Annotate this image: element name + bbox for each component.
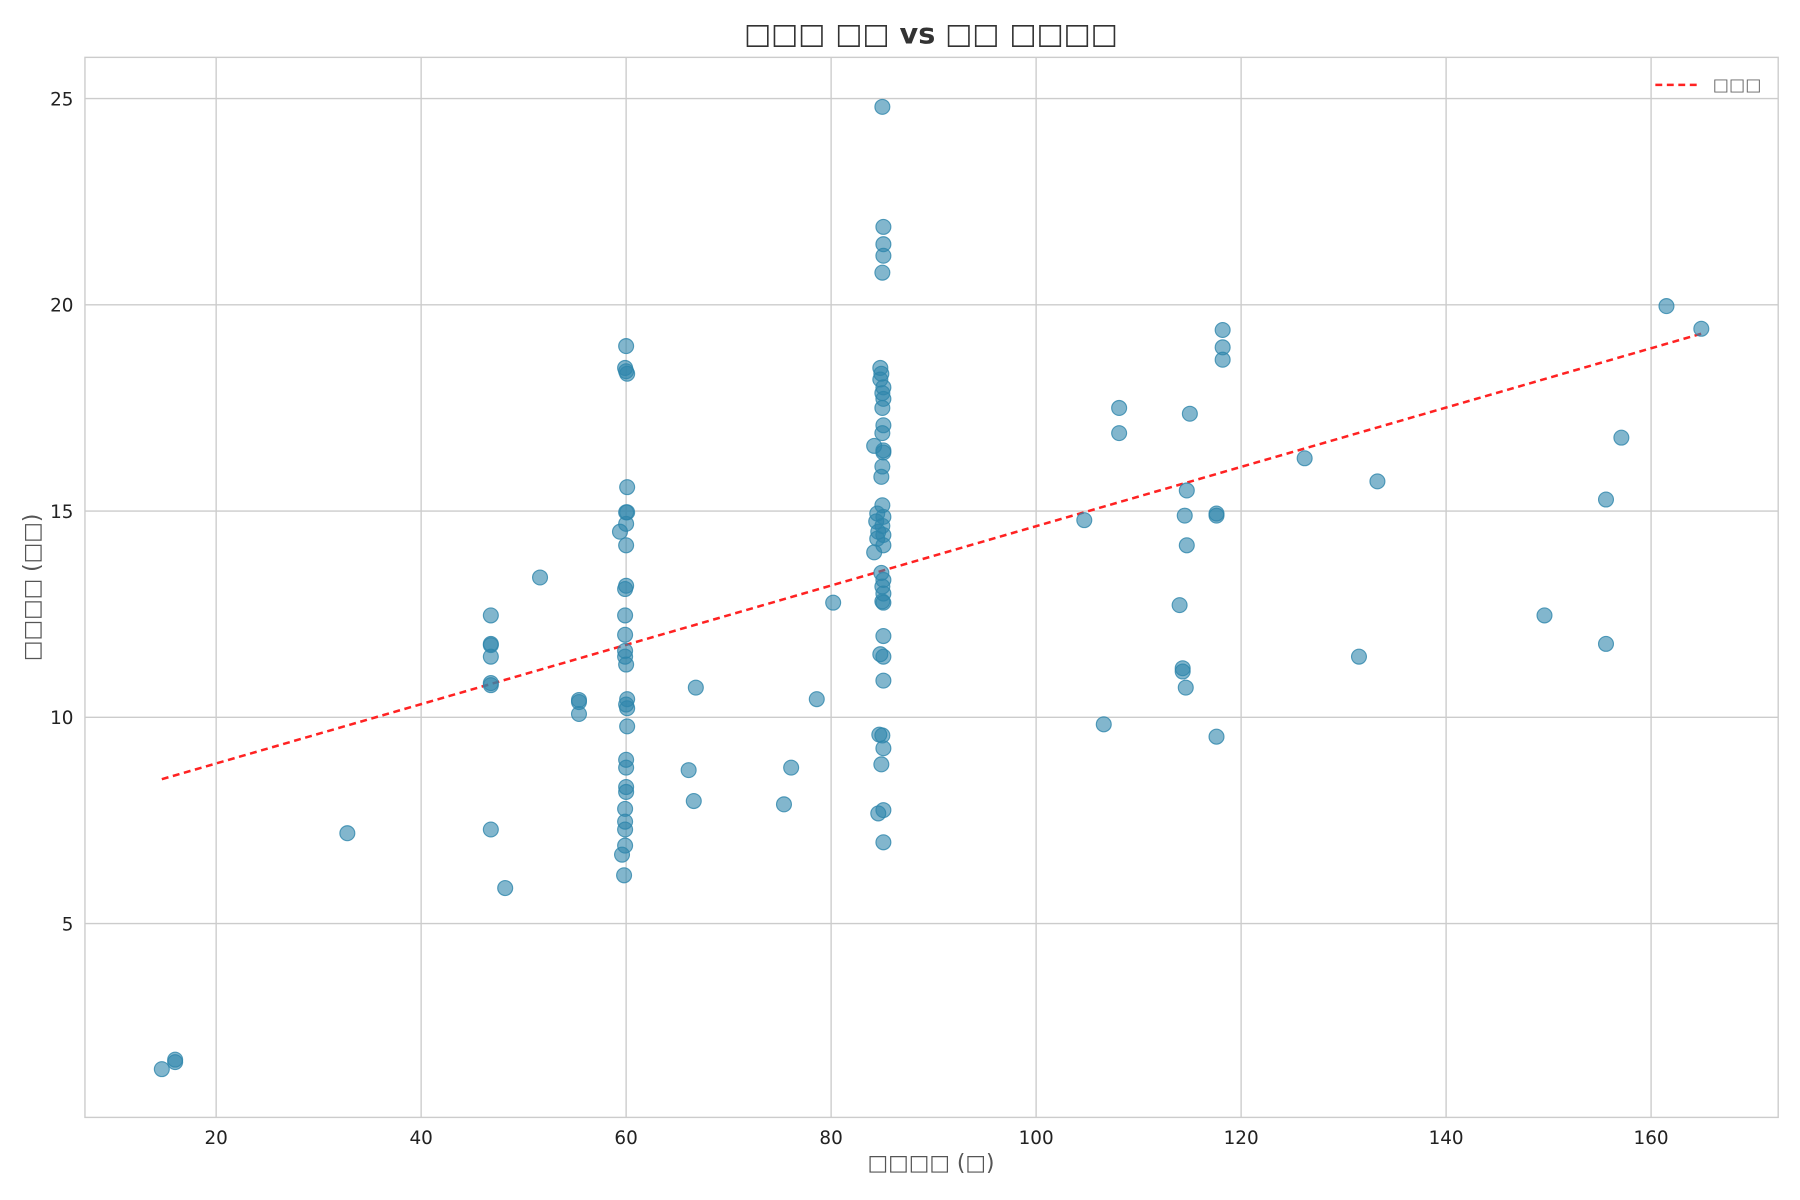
data-point xyxy=(685,793,702,810)
data-point xyxy=(1208,728,1225,745)
data-point xyxy=(680,762,697,779)
x-tick-label: 100 xyxy=(1019,1128,1054,1149)
data-points xyxy=(153,98,1710,1078)
data-point xyxy=(613,846,631,863)
data-point xyxy=(570,705,588,723)
data-point xyxy=(619,700,636,717)
data-point xyxy=(875,594,892,611)
data-point xyxy=(1214,321,1231,339)
y-tick-label: 5 xyxy=(62,914,74,935)
data-point xyxy=(1214,351,1231,368)
x-tick-label: 20 xyxy=(204,1128,227,1149)
data-point xyxy=(874,425,891,442)
data-point xyxy=(775,796,793,813)
data-point xyxy=(1536,607,1553,624)
data-point xyxy=(167,1051,184,1068)
data-point xyxy=(1076,512,1093,529)
trend-line-segment xyxy=(161,332,1702,781)
data-point xyxy=(875,648,892,665)
data-point xyxy=(482,607,499,624)
data-point xyxy=(1296,450,1313,467)
data-point xyxy=(617,607,634,624)
data-point xyxy=(617,580,634,598)
data-point xyxy=(482,677,499,694)
data-point xyxy=(874,264,891,281)
x-tick-label: 40 xyxy=(409,1128,432,1149)
data-point xyxy=(1350,648,1368,665)
data-point xyxy=(875,247,892,264)
data-point xyxy=(1171,597,1188,614)
y-tick-label: 20 xyxy=(50,296,73,317)
x-axis-label: □□□□ (□) xyxy=(868,1151,995,1176)
axis-ticks: 20 40 60 80 100 120 140 160 5 10 15 20 25 xyxy=(50,89,1669,1148)
data-point xyxy=(1208,507,1225,524)
data-point xyxy=(825,594,842,611)
data-point xyxy=(1613,429,1630,446)
data-point xyxy=(687,679,704,696)
data-point xyxy=(875,834,892,851)
data-point xyxy=(616,867,633,884)
data-point xyxy=(1658,298,1675,315)
grid xyxy=(84,57,1779,1118)
data-point xyxy=(1181,405,1198,422)
data-point xyxy=(866,544,883,561)
data-point xyxy=(1111,425,1128,442)
data-point xyxy=(1177,679,1194,696)
data-point xyxy=(618,537,635,554)
data-point xyxy=(783,759,800,776)
data-point xyxy=(618,656,635,673)
data-point xyxy=(808,691,825,708)
data-point xyxy=(1095,716,1112,733)
data-point xyxy=(482,821,499,838)
data-point xyxy=(1178,537,1195,554)
data-point xyxy=(531,569,549,586)
data-point xyxy=(617,626,634,643)
plot-frame xyxy=(84,56,1779,1119)
x-tick-label: 60 xyxy=(614,1128,637,1149)
data-point xyxy=(875,218,892,235)
data-point xyxy=(617,821,634,838)
data-point xyxy=(618,783,635,800)
data-point xyxy=(873,468,890,485)
data-point xyxy=(1174,663,1191,680)
data-point xyxy=(1693,320,1710,337)
x-tick-label: 160 xyxy=(1634,1128,1669,1149)
y-tick-label: 10 xyxy=(50,708,73,729)
data-point xyxy=(497,880,514,897)
data-point xyxy=(1111,399,1128,416)
data-point xyxy=(1178,482,1195,499)
data-point xyxy=(1176,507,1193,524)
data-point xyxy=(875,628,892,645)
data-point xyxy=(870,805,887,822)
data-point xyxy=(875,740,892,757)
x-tick-label: 120 xyxy=(1224,1128,1259,1149)
data-point xyxy=(873,756,890,773)
data-point xyxy=(1597,491,1615,508)
chart-title: □□□ □□ vs □□ □□□□ xyxy=(744,17,1118,51)
data-point xyxy=(875,444,892,461)
data-point xyxy=(339,825,356,842)
trend-line xyxy=(161,332,1702,781)
legend-trend-label: □□□ xyxy=(1713,76,1762,96)
y-tick-label: 25 xyxy=(50,89,73,110)
data-point xyxy=(153,1061,170,1078)
data-point xyxy=(619,479,636,496)
legend: □□□ xyxy=(1655,76,1762,96)
data-point xyxy=(482,648,499,665)
data-point xyxy=(874,399,891,416)
data-point xyxy=(618,759,635,776)
data-point xyxy=(875,672,892,689)
data-point xyxy=(611,523,629,540)
data-point xyxy=(874,98,891,115)
data-point xyxy=(619,718,636,735)
x-tick-label: 80 xyxy=(819,1128,842,1149)
x-tick-label: 140 xyxy=(1429,1128,1464,1149)
data-point xyxy=(1597,635,1615,652)
y-axis-label: □□□□ (□□) xyxy=(20,514,45,661)
data-point xyxy=(619,365,636,382)
data-point xyxy=(618,338,635,355)
y-tick-label: 15 xyxy=(50,502,73,523)
data-point xyxy=(1369,473,1386,490)
